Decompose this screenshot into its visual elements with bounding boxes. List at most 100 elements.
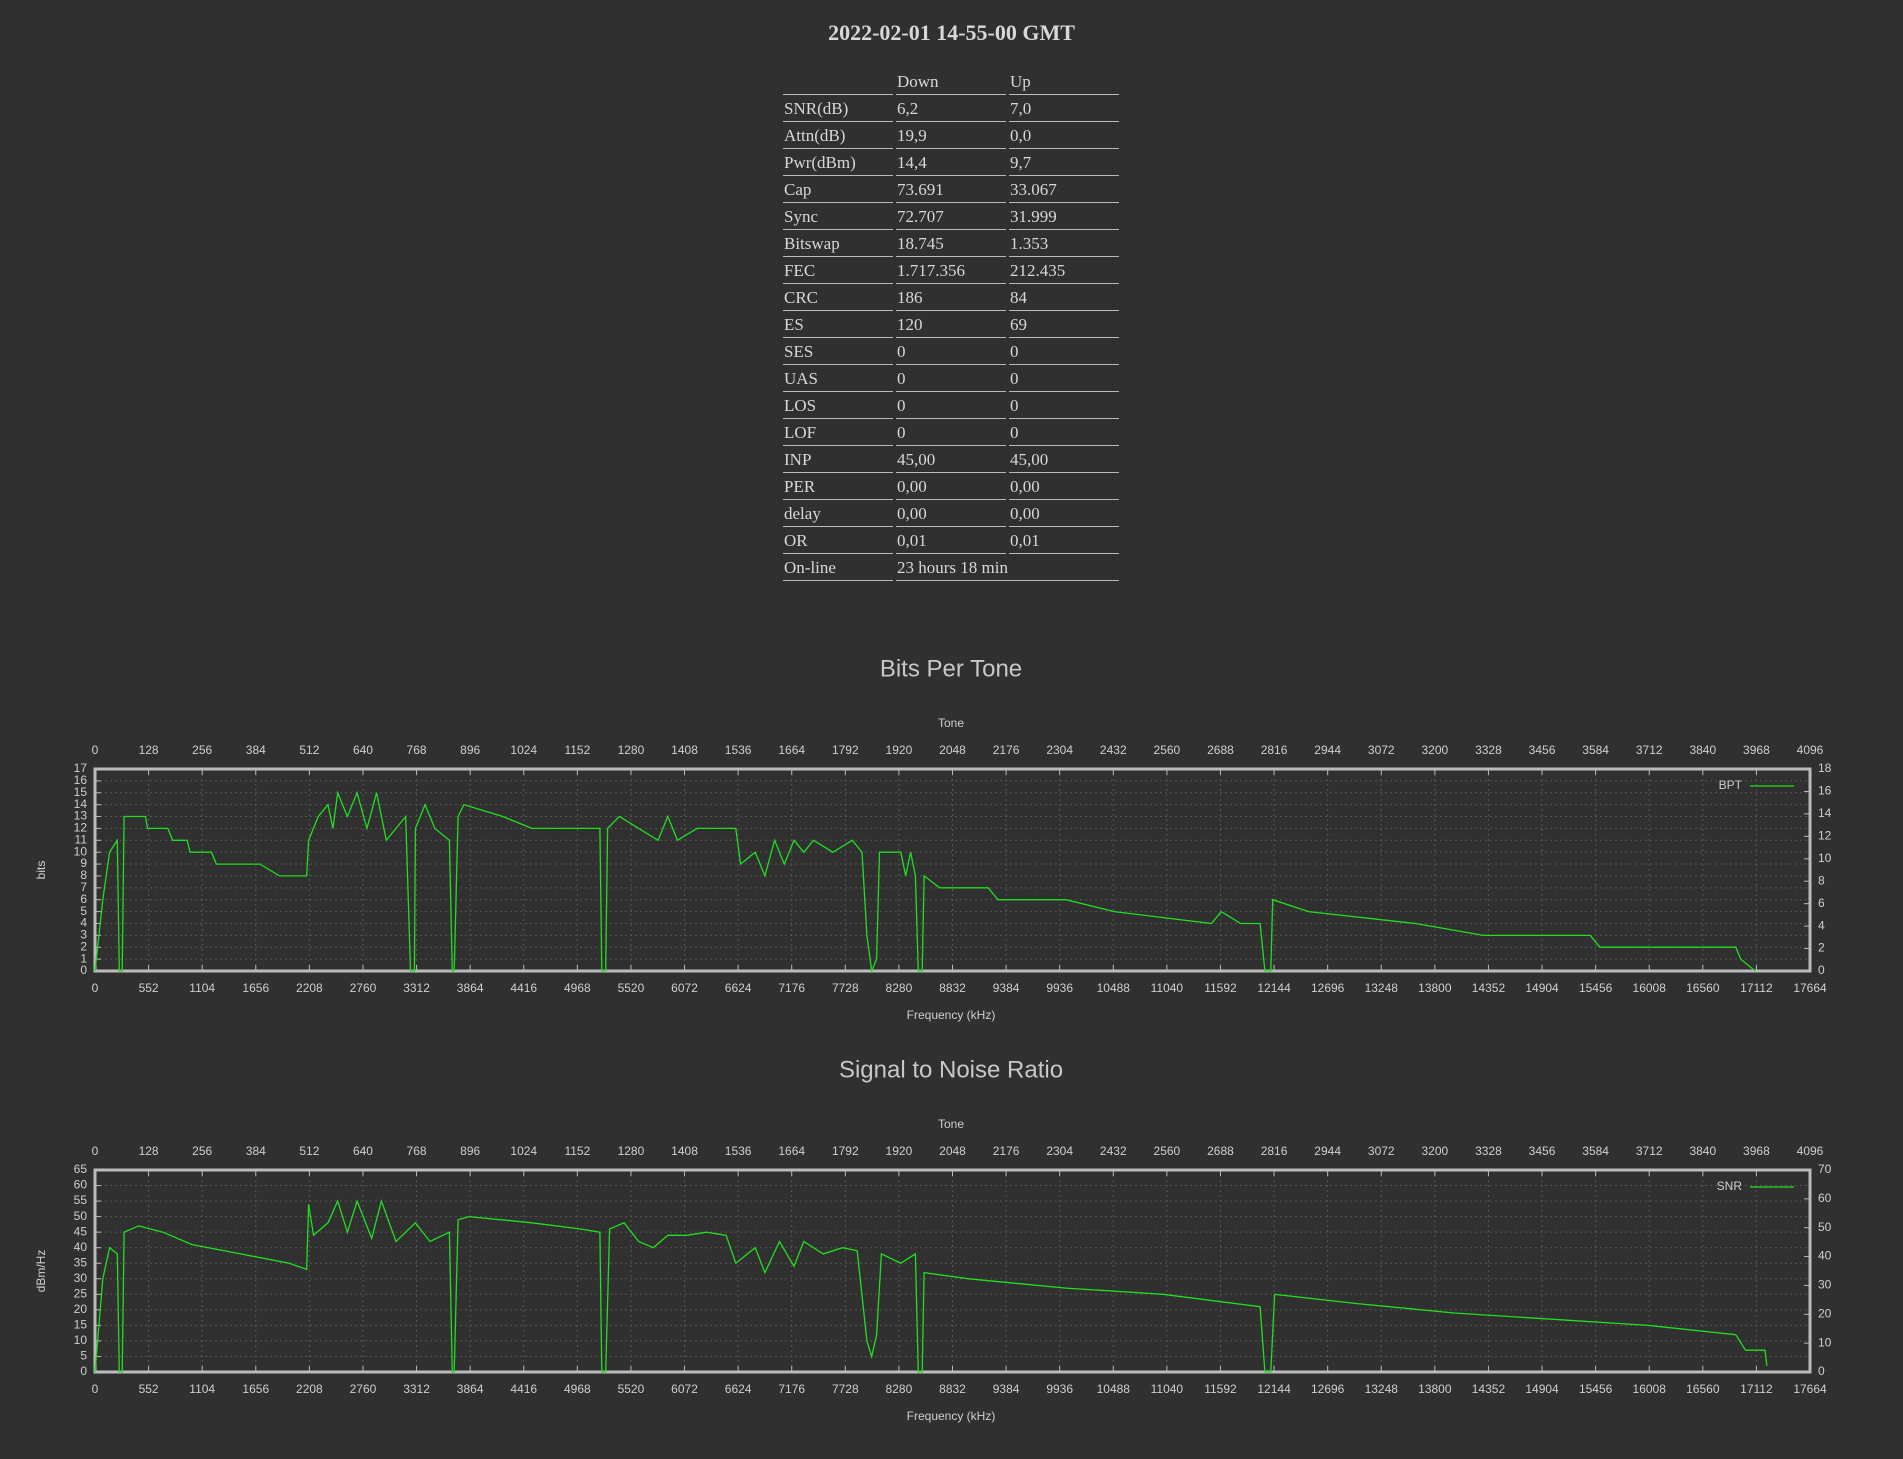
legend-label: BPT (1719, 778, 1743, 792)
x-tick-label: 4968 (564, 1382, 591, 1396)
y-tick-label: 8 (80, 868, 87, 882)
table-cell: OR (783, 527, 893, 554)
x-tick-label: 14352 (1472, 981, 1506, 995)
x-tick-label: 9936 (1046, 1382, 1073, 1396)
x2-tick-label: 3840 (1689, 1144, 1716, 1158)
x-tick-label: 13248 (1365, 981, 1399, 995)
y-tick-label: 9 (80, 856, 87, 870)
x-tick-label: 2760 (350, 981, 377, 995)
x2-tick-label: 1536 (725, 1144, 752, 1158)
y-tick-label: 12 (74, 821, 88, 835)
x-tick-label: 17664 (1793, 981, 1827, 995)
x-tick-label: 17112 (1740, 981, 1773, 995)
chart-title: Bits Per Tone (880, 655, 1022, 682)
table-row: Sync 72.707 31.999 (783, 203, 1119, 230)
x-tick-label: 16008 (1633, 981, 1667, 995)
table-row: SES 0 0 (783, 338, 1119, 365)
table-cell: 0,00 (1009, 473, 1119, 500)
x-tick-label: 9384 (993, 981, 1020, 995)
x2-tick-label: 1152 (564, 743, 590, 757)
y-tick-label: 10 (74, 1333, 88, 1347)
x-tick-label: 11592 (1204, 981, 1237, 995)
y-tick-label: 20 (74, 1302, 88, 1316)
x2-tick-label: 640 (353, 1144, 373, 1158)
x-tick-label: 3312 (403, 1382, 430, 1396)
x2-tick-label: 2432 (1100, 1144, 1127, 1158)
y-tick-label: 6 (80, 892, 87, 906)
plot-frame (93, 1168, 1812, 1374)
y-tick-label: 10 (74, 844, 88, 858)
table-cell: 0 (1009, 365, 1119, 392)
y2-tick-label: 8 (1818, 873, 1825, 887)
x-tick-label: 10488 (1097, 1382, 1131, 1396)
x-tick-label: 4416 (510, 1382, 537, 1396)
table-cell: 0,0 (1009, 122, 1119, 149)
x-tick-label: 0 (92, 1382, 99, 1396)
x-tick-label: 14352 (1472, 1382, 1506, 1396)
table-cell: 14,4 (896, 149, 1006, 176)
x-tick-label: 2208 (296, 981, 323, 995)
header-cell (783, 68, 893, 95)
x-tick-label: 8280 (886, 981, 913, 995)
table-cell: 0,00 (896, 473, 1006, 500)
page-title: 2022-02-01 14-55-00 GMT (828, 20, 1075, 45)
x2-tick-label: 768 (407, 1144, 427, 1158)
x2-tick-label: 640 (353, 743, 373, 757)
x2-tick-label: 1536 (725, 743, 752, 757)
x2-tick-label: 3968 (1743, 1144, 1770, 1158)
x2-tick-label: 3584 (1582, 743, 1609, 757)
series-line (94, 790, 1756, 974)
x2-tick-label: 1408 (671, 743, 698, 757)
x-tick-label: 17112 (1740, 1382, 1773, 1396)
x2-tick-label: 2944 (1314, 743, 1341, 757)
x-tick-label: 15456 (1579, 1382, 1613, 1396)
table-cell: 45,00 (896, 446, 1006, 473)
table-row: PER 0,00 0,00 (783, 473, 1119, 500)
table-row: Pwr(dBm) 14,4 9,7 (783, 149, 1119, 176)
x-tick-label: 16560 (1686, 1382, 1720, 1396)
x2-tick-label: 3072 (1368, 1144, 1395, 1158)
table-cell: 7,0 (1009, 95, 1119, 122)
x-tick-label: 8832 (939, 1382, 966, 1396)
y2-tick-label: 10 (1818, 851, 1832, 865)
x2-tick-label: 2048 (939, 1144, 966, 1158)
x2-tick-label: 3456 (1529, 743, 1556, 757)
x2-tick-label: 2688 (1207, 743, 1234, 757)
x2-tick-label: 4096 (1797, 1144, 1824, 1158)
table-cell: 72.707 (896, 203, 1006, 230)
x-tick-label: 3864 (457, 981, 484, 995)
y-tick-label: 15 (74, 785, 88, 799)
y-tick-label: 0 (80, 1364, 87, 1378)
x-tick-label: 9384 (993, 1382, 1020, 1396)
x2-tick-label: 1792 (832, 1144, 859, 1158)
y-tick-label: 1 (80, 951, 87, 965)
y-axis-label: dBm/Hz (34, 1250, 48, 1293)
y-tick-label: 3 (80, 928, 87, 942)
table-cell: 0,00 (1009, 500, 1119, 527)
x2-tick-label: 3456 (1529, 1144, 1556, 1158)
y-tick-label: 17 (74, 761, 88, 775)
y-tick-label: 45 (74, 1224, 88, 1238)
table-row: FEC 1.717.356 212.435 (783, 257, 1119, 284)
x-tick-label: 12696 (1311, 1382, 1345, 1396)
x-tick-label: 3864 (457, 1382, 484, 1396)
y-tick-label: 2 (80, 939, 87, 953)
table-cell: LOF (783, 419, 893, 446)
series-line (94, 1198, 1768, 1373)
y2-tick-label: 18 (1818, 761, 1832, 775)
y-tick-label: 40 (74, 1240, 88, 1254)
x-tick-label: 12144 (1257, 981, 1291, 995)
y2-tick-label: 60 (1818, 1191, 1832, 1205)
y-tick-label: 13 (74, 809, 88, 823)
y-tick-label: 7 (80, 880, 87, 894)
plot-frame (93, 767, 1812, 973)
table-cell: 73.691 (896, 176, 1006, 203)
x-tick-label: 13800 (1418, 1382, 1452, 1396)
table-cell: 9,7 (1009, 149, 1119, 176)
table-cell: 0 (1009, 338, 1119, 365)
x2-tick-label: 128 (139, 743, 159, 757)
stats-table: Down Up SNR(dB) 6,2 7,0 Attn(dB) 19,9 0,0 Pwr(dB… (780, 68, 1122, 581)
y-tick-label: 30 (74, 1271, 88, 1285)
x-tick-label: 14904 (1525, 981, 1559, 995)
header-cell: Up (1009, 68, 1119, 95)
